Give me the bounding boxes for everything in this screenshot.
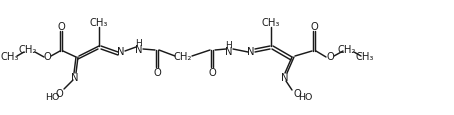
Text: CH₃: CH₃: [1, 52, 19, 61]
Text: N: N: [281, 72, 289, 82]
Text: N: N: [225, 47, 233, 56]
Text: HO: HO: [45, 93, 59, 102]
Text: N: N: [247, 47, 255, 56]
Text: O: O: [293, 88, 301, 98]
Text: CH₂: CH₂: [174, 52, 192, 61]
Text: CH₃: CH₃: [262, 18, 280, 28]
Text: O: O: [310, 22, 318, 32]
Text: O: O: [43, 52, 51, 61]
Text: CH₃: CH₃: [90, 18, 108, 28]
Text: O: O: [208, 67, 216, 77]
Text: N: N: [71, 72, 79, 82]
Text: O: O: [55, 88, 63, 98]
Text: CH₂: CH₂: [19, 45, 37, 55]
Text: N: N: [117, 47, 125, 56]
Text: N: N: [135, 45, 143, 55]
Text: CH₃: CH₃: [356, 52, 374, 61]
Text: H: H: [225, 41, 232, 50]
Text: HO: HO: [298, 93, 312, 102]
Text: O: O: [326, 52, 334, 61]
Text: H: H: [135, 39, 141, 48]
Text: CH₂: CH₂: [338, 45, 356, 55]
Text: O: O: [57, 22, 65, 32]
Text: O: O: [153, 67, 161, 77]
